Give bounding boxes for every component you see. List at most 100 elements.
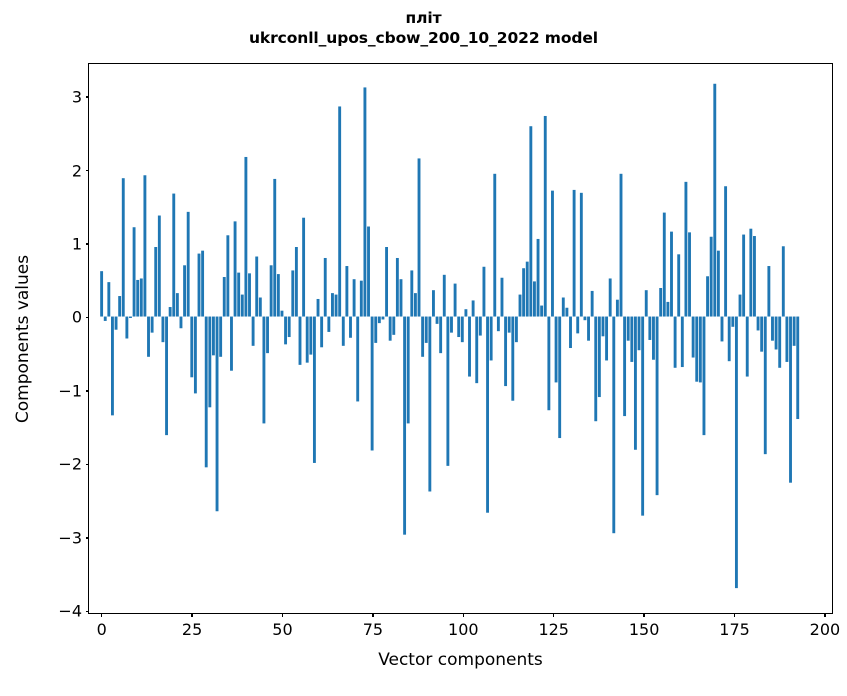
bar — [507, 316, 511, 333]
bar — [276, 274, 280, 317]
bar — [323, 257, 327, 317]
bar — [183, 265, 187, 317]
bar — [785, 316, 789, 362]
bar — [352, 279, 356, 317]
bar — [615, 299, 619, 317]
bar — [168, 307, 172, 317]
bar — [244, 156, 248, 317]
x-axis-tick — [643, 613, 645, 617]
bar — [478, 316, 482, 336]
bar — [157, 215, 161, 317]
plot-area: 3 2 1 0 −1 −2 −3 −4 0 25 50 75 100 125 150 175 200 — [58, 63, 840, 639]
bar — [266, 316, 269, 354]
bar — [413, 293, 417, 317]
bar — [670, 231, 673, 317]
x-axis-tick — [733, 613, 736, 617]
bar — [424, 316, 428, 343]
bar — [143, 175, 147, 317]
x-axis-tick-label: 200 — [809, 620, 841, 639]
bar — [197, 253, 201, 317]
bar — [720, 316, 724, 342]
bar — [349, 316, 352, 338]
bar — [724, 186, 728, 317]
bar — [471, 300, 475, 317]
bar — [619, 173, 623, 317]
y-axis-tick-label: 0 — [71, 307, 82, 327]
y-axis-tick — [85, 537, 89, 539]
y-axis-tick — [85, 316, 89, 319]
bar — [139, 278, 143, 317]
bar — [745, 316, 749, 377]
x-axis-tick-label: 25 — [181, 620, 203, 639]
bar — [713, 83, 717, 317]
bar — [457, 316, 461, 338]
bar — [590, 290, 594, 317]
bar — [489, 316, 493, 361]
bar — [233, 221, 237, 317]
bar — [500, 277, 504, 317]
bar — [428, 316, 432, 492]
bar — [601, 316, 605, 337]
bar — [417, 158, 421, 317]
bar — [756, 316, 760, 331]
bar — [698, 316, 702, 383]
bar — [204, 316, 208, 468]
bar — [781, 246, 785, 317]
bar — [655, 316, 659, 496]
bar — [633, 316, 637, 450]
bar — [450, 316, 453, 333]
bar — [702, 316, 706, 436]
bar — [201, 250, 205, 317]
bar — [399, 279, 403, 317]
bar — [691, 316, 695, 358]
x-axis-tick-label: 0 — [96, 620, 107, 639]
bar — [529, 126, 533, 317]
bar — [219, 316, 223, 357]
bar-series-canvas — [100, 83, 800, 589]
bar — [190, 316, 194, 378]
bar — [374, 316, 378, 343]
bar — [356, 316, 360, 402]
y-axis-tick — [85, 96, 89, 98]
bar — [460, 316, 464, 343]
y-axis-label: Components values — [12, 63, 34, 614]
y-axis-tick-label: −3 — [58, 528, 82, 548]
y-axis-tick — [85, 243, 89, 245]
y-axis-label-text: Components values — [13, 254, 33, 423]
bar — [760, 316, 764, 352]
bar — [558, 316, 562, 439]
bar — [504, 316, 508, 387]
bar — [587, 316, 590, 341]
x-axis-label: Vector components — [378, 650, 543, 670]
bar — [211, 316, 215, 356]
x-axis-tick — [553, 613, 555, 617]
bar — [258, 297, 262, 317]
bar — [287, 316, 291, 338]
bar — [569, 316, 572, 349]
bar — [154, 247, 158, 317]
bar — [377, 316, 381, 324]
bar — [381, 316, 385, 320]
bar — [100, 271, 104, 317]
y-axis-tick-label: 3 — [71, 87, 82, 107]
bar — [547, 316, 551, 411]
x-axis-tick — [824, 613, 826, 617]
bar — [240, 294, 244, 317]
bar — [482, 266, 486, 317]
bar — [215, 316, 219, 512]
bar — [298, 316, 302, 365]
bar — [255, 256, 259, 317]
bar — [114, 316, 118, 330]
y-axis-tick — [85, 463, 89, 466]
bar — [334, 294, 338, 317]
bar — [280, 310, 284, 317]
bar — [222, 277, 226, 317]
bar — [453, 283, 457, 317]
bar — [341, 316, 345, 346]
bar — [388, 316, 392, 341]
x-axis-tick — [462, 613, 464, 617]
bar — [688, 232, 691, 317]
x-axis-tick — [372, 613, 374, 617]
bar — [370, 316, 374, 451]
chart-title-line2: ukrconll_upos_cbow_200_10_2022 model — [248, 29, 599, 48]
